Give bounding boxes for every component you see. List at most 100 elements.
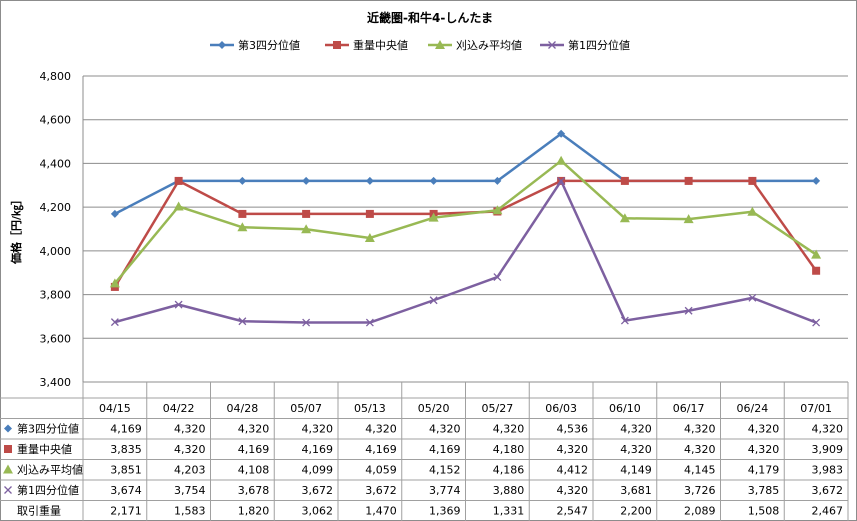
table-cell: 4,108 xyxy=(238,464,270,477)
legend: 第3四分位値 重量中央値 刈込み平均値 第1四分位値 xyxy=(210,38,630,52)
table-cell: 3,851 xyxy=(110,464,142,477)
table-cell: 4,320 xyxy=(302,423,334,436)
table-cell: 2,467 xyxy=(812,505,844,518)
data-point xyxy=(238,209,247,218)
data-point xyxy=(812,318,821,327)
table-cell: 4,186 xyxy=(493,464,525,477)
table-cell: 4,320 xyxy=(748,423,780,436)
legend-label: 第3四分位値 xyxy=(238,38,300,52)
table-cell: 1,369 xyxy=(429,505,461,518)
table-cell: 4,169 xyxy=(238,443,270,456)
table-cell: 4,179 xyxy=(748,464,780,477)
table-cell: 3,672 xyxy=(365,484,397,497)
table-row-marker xyxy=(4,424,12,433)
table-cell: 3,909 xyxy=(812,443,844,456)
data-point xyxy=(620,316,629,325)
x-tick-label: 04/22 xyxy=(163,402,195,415)
table-cell: 3,672 xyxy=(812,484,844,497)
data-point xyxy=(237,222,248,232)
table-cell: 4,320 xyxy=(748,443,780,456)
x-tick-label: 06/17 xyxy=(673,402,705,415)
table-cell: 2,171 xyxy=(110,505,142,518)
data-point xyxy=(619,213,630,223)
table-cell: 2,547 xyxy=(557,505,589,518)
data-point xyxy=(556,155,567,165)
table-cell: 4,169 xyxy=(429,443,461,456)
y-tick-label: 4,400 xyxy=(40,157,72,170)
chart-title: 近畿圏-和牛4-しんたま xyxy=(367,10,493,25)
data-point xyxy=(557,176,566,185)
table-cell: 4,320 xyxy=(429,423,461,436)
table-cell: 4,320 xyxy=(238,423,270,436)
x-tick-label: 04/28 xyxy=(227,402,259,415)
data-point xyxy=(302,209,311,218)
table-cell: 1,583 xyxy=(174,505,206,518)
table-cell: 3,674 xyxy=(110,484,142,497)
table-cell: 3,774 xyxy=(429,484,461,497)
data-point xyxy=(301,224,312,234)
data-table: 04/15 04/22 04/28 05/07 05/13 05/20 05/27 06/03… xyxy=(0,382,849,521)
table-cell: 4,320 xyxy=(684,423,716,436)
table-cell: 3,880 xyxy=(493,484,525,497)
legend-label: 重量中央値 xyxy=(353,38,408,52)
table-cell: 4,320 xyxy=(684,443,716,456)
table-cell: 4,536 xyxy=(557,423,589,436)
table-cell: 4,320 xyxy=(493,423,525,436)
x-tick-label: 05/20 xyxy=(418,402,450,415)
table-row-marker xyxy=(3,464,13,474)
table-cell: 3,681 xyxy=(620,484,652,497)
y-tick-label: 4,000 xyxy=(40,245,72,258)
table-cell: 4,203 xyxy=(174,464,206,477)
table-cell: 4,099 xyxy=(302,464,334,477)
legend-label: 第1四分位値 xyxy=(568,38,630,52)
data-point xyxy=(493,273,502,282)
y-tick-label: 4,800 xyxy=(40,70,72,83)
data-point xyxy=(429,296,438,305)
data-point xyxy=(684,306,693,315)
y-tick-label: 3,400 xyxy=(40,376,72,389)
data-point xyxy=(428,212,439,222)
data-point xyxy=(173,201,184,211)
data-point xyxy=(684,176,693,185)
data-point xyxy=(110,318,119,327)
table-cell: 3,754 xyxy=(174,484,206,497)
data-point xyxy=(812,266,821,275)
data-point xyxy=(620,176,629,185)
series xyxy=(109,155,822,288)
table-cell: 2,200 xyxy=(620,505,652,518)
table-cell: 3,672 xyxy=(302,484,334,497)
table-cell: 4,169 xyxy=(365,443,397,456)
table-row-marker xyxy=(4,486,12,494)
data-point xyxy=(747,206,758,216)
table-cell: 1,331 xyxy=(493,505,525,518)
table-row-marker xyxy=(4,445,12,453)
table-cell: 3,785 xyxy=(748,484,780,497)
table-row-label: 第3四分位値 xyxy=(17,422,79,436)
table-cell: 4,320 xyxy=(174,443,206,456)
data-point xyxy=(238,176,247,185)
table-cell: 4,180 xyxy=(493,443,525,456)
x-tick-label: 07/01 xyxy=(800,402,832,415)
table-cell: 2,089 xyxy=(684,505,716,518)
table-cell: 4,059 xyxy=(365,464,397,477)
data-point xyxy=(811,249,822,259)
series xyxy=(110,176,821,327)
table-row-label: 第1四分位値 xyxy=(17,483,79,497)
data-point xyxy=(492,205,503,215)
x-tick-label: 06/24 xyxy=(737,402,769,415)
y-tick-label: 4,600 xyxy=(40,114,72,127)
y-tick-label: 3,800 xyxy=(40,289,72,302)
table-cell: 4,320 xyxy=(557,443,589,456)
data-point xyxy=(302,318,311,327)
legend-marker xyxy=(435,40,445,49)
table-cell: 3,726 xyxy=(684,484,716,497)
table-cell: 4,320 xyxy=(812,423,844,436)
legend-marker xyxy=(333,41,341,49)
data-point xyxy=(238,317,247,326)
table-row-label: 刈込み平均値 xyxy=(17,464,83,477)
table-cell: 4,145 xyxy=(684,464,716,477)
table-cell: 3,983 xyxy=(812,464,844,477)
y-axis-label: 価格［円/㎏］ xyxy=(9,194,24,265)
data-point xyxy=(365,176,374,185)
data-point xyxy=(748,293,757,302)
